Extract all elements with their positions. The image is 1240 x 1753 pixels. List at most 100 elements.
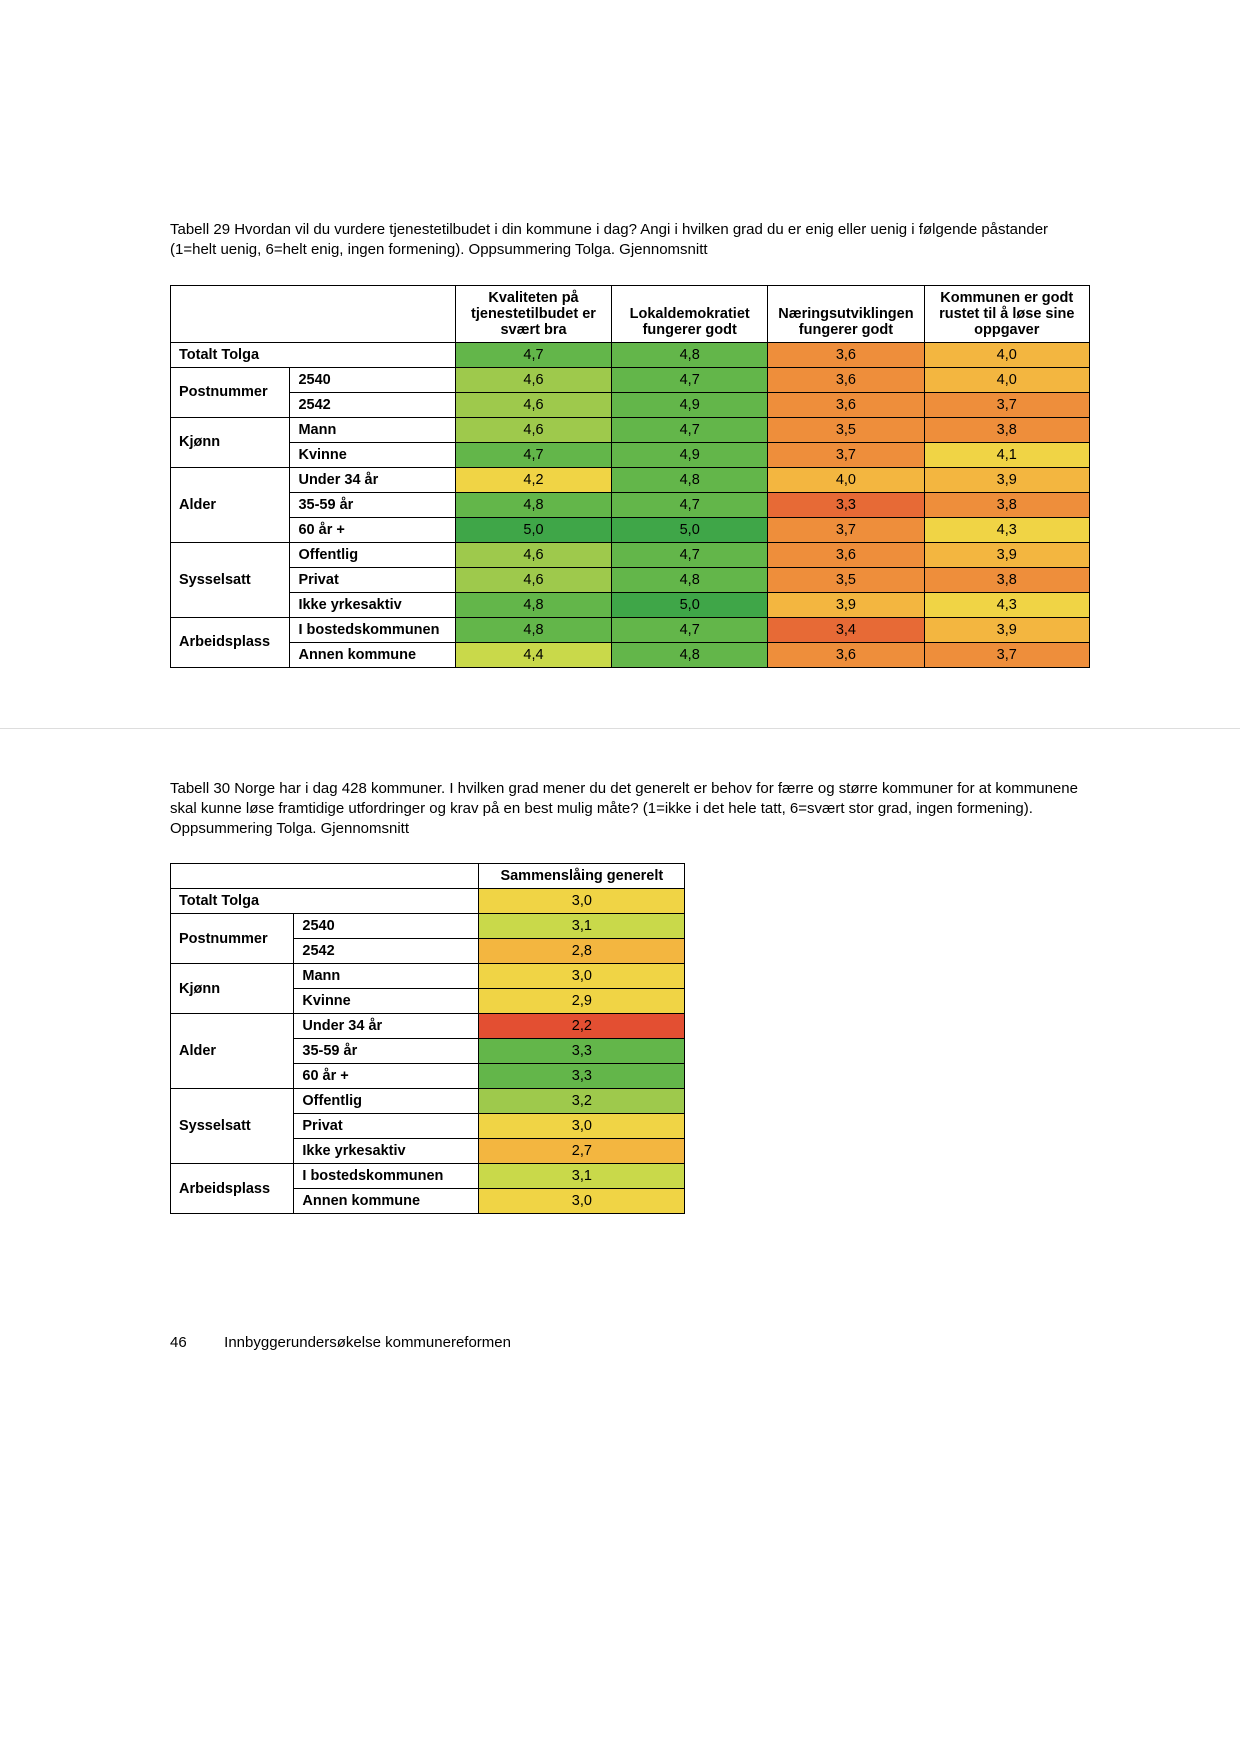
value-cell: 4,6 [455,367,611,392]
value-cell: 4,3 [924,517,1089,542]
row-sublabel: Offentlig [294,1089,479,1114]
value-cell: 4,0 [924,367,1089,392]
value-cell: 3,9 [924,617,1089,642]
value-cell: 4,3 [924,592,1089,617]
value-cell: 3,7 [924,392,1089,417]
table29: Kvaliteten på tjenestetilbudet er svært … [170,285,1090,668]
footer-title: Innbyggerundersøkelse kommunereformen [224,1334,511,1351]
value-cell: 3,7 [768,517,924,542]
row-sublabel: Annen kommune [294,1189,479,1214]
divider [0,728,1240,729]
value-cell: 3,2 [479,1089,685,1114]
row-sublabel: Ikke yrkesaktiv [290,592,455,617]
value-cell: 4,0 [768,467,924,492]
row-group: Arbeidsplass [171,1164,294,1214]
value-cell: 3,9 [768,592,924,617]
row-group: Postnummer [171,914,294,964]
value-cell: 3,5 [768,417,924,442]
value-cell: 3,0 [479,1189,685,1214]
value-cell: 4,8 [612,567,768,592]
value-cell: 3,9 [924,467,1089,492]
value-cell: 4,8 [612,642,768,667]
value-cell: 4,8 [455,592,611,617]
table29-caption: Tabell 29 Hvordan vil du vurdere tjenest… [170,220,1090,261]
value-cell: 3,6 [768,342,924,367]
value-cell: 3,0 [479,1114,685,1139]
row-sublabel: Kvinne [290,442,455,467]
row-sublabel: 2540 [294,914,479,939]
row-sublabel: Kvinne [294,989,479,1014]
value-cell: 3,3 [479,1064,685,1089]
row-group: Alder [171,467,290,542]
value-cell: 4,8 [455,617,611,642]
value-cell: 4,6 [455,567,611,592]
value-cell: 3,3 [479,1039,685,1064]
value-cell: 4,7 [612,492,768,517]
column-header: Kommunen er godt rustet til å løse sine … [924,285,1089,342]
value-cell: 4,6 [455,417,611,442]
value-cell: 3,6 [768,642,924,667]
column-header: Kvaliteten på tjenestetilbudet er svært … [455,285,611,342]
row-sublabel: Privat [290,567,455,592]
value-cell: 5,0 [612,592,768,617]
row-group: Sysselsatt [171,542,290,617]
row-sublabel: Under 34 år [290,467,455,492]
value-cell: 2,2 [479,1014,685,1039]
row-sublabel: 2542 [294,939,479,964]
page-number: 46 [170,1334,220,1351]
value-cell: 3,8 [924,492,1089,517]
value-cell: 4,7 [612,542,768,567]
row-group: Totalt Tolga [171,342,456,367]
value-cell: 4,2 [455,467,611,492]
value-cell: 3,7 [768,442,924,467]
value-cell: 5,0 [612,517,768,542]
value-cell: 4,1 [924,442,1089,467]
value-cell: 3,4 [768,617,924,642]
value-cell: 2,8 [479,939,685,964]
value-cell: 4,6 [455,392,611,417]
column-header: Næringsutviklingen fungerer godt [768,285,924,342]
value-cell: 3,6 [768,542,924,567]
row-group: Kjønn [171,417,290,467]
table30-caption: Tabell 30 Norge har i dag 428 kommuner. … [170,779,1090,840]
row-sublabel: Ikke yrkesaktiv [294,1139,479,1164]
value-cell: 4,8 [612,342,768,367]
row-group: Alder [171,1014,294,1089]
row-sublabel: Privat [294,1114,479,1139]
row-sublabel: 2542 [290,392,455,417]
value-cell: 3,3 [768,492,924,517]
value-cell: 3,9 [924,542,1089,567]
value-cell: 4,6 [455,542,611,567]
row-sublabel: Mann [290,417,455,442]
value-cell: 4,9 [612,442,768,467]
row-sublabel: Offentlig [290,542,455,567]
value-cell: 4,7 [612,417,768,442]
value-cell: 3,1 [479,1164,685,1189]
column-header: Sammenslåing generelt [479,864,685,889]
row-sublabel: 60 år + [290,517,455,542]
value-cell: 4,7 [612,367,768,392]
value-cell: 4,8 [612,467,768,492]
row-group: Postnummer [171,367,290,417]
row-sublabel: 35-59 år [294,1039,479,1064]
value-cell: 4,0 [924,342,1089,367]
row-sublabel: 60 år + [294,1064,479,1089]
table30: Sammenslåing genereltTotalt Tolga 3,0 Post… [170,863,685,1214]
value-cell: 3,6 [768,367,924,392]
value-cell: 4,7 [455,442,611,467]
row-sublabel: Mann [294,964,479,989]
value-cell: 4,9 [612,392,768,417]
value-cell: 3,5 [768,567,924,592]
value-cell: 4,7 [612,617,768,642]
row-sublabel: Under 34 år [294,1014,479,1039]
value-cell: 3,1 [479,914,685,939]
row-group: Kjønn [171,964,294,1014]
value-cell: 3,0 [479,964,685,989]
row-group: Totalt Tolga [171,889,479,914]
value-cell: 5,0 [455,517,611,542]
value-cell: 4,8 [455,492,611,517]
value-cell: 2,7 [479,1139,685,1164]
value-cell: 2,9 [479,989,685,1014]
row-sublabel: Annen kommune [290,642,455,667]
page-footer: 46 Innbyggerundersøkelse kommunereformen [170,1334,1090,1351]
